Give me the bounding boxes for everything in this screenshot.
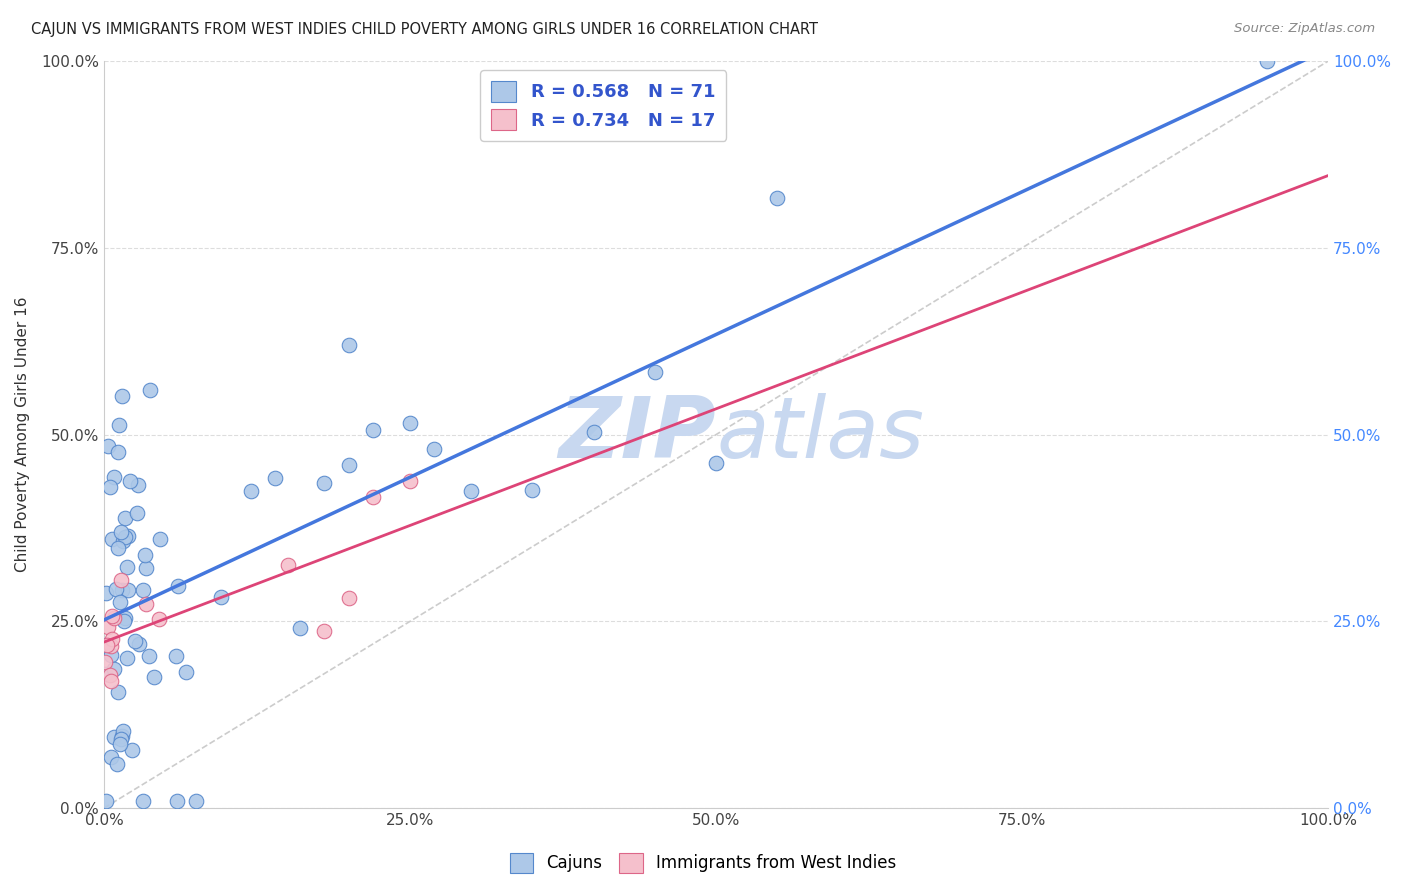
Point: [112, 614, 135, 628]
Point: [107, 418, 129, 433]
Point: [127, 478, 149, 492]
Point: [107, 444, 129, 458]
Point: [107, 685, 129, 699]
Point: [96, 794, 118, 808]
Legend: Cajuns, Immigrants from West Indies: Cajuns, Immigrants from West Indies: [503, 847, 903, 880]
Point: [97, 439, 120, 453]
Point: [96, 585, 118, 599]
Point: [115, 650, 138, 665]
Point: [110, 732, 132, 747]
Point: [118, 475, 141, 489]
Point: [98, 668, 121, 682]
Point: [110, 573, 132, 587]
Point: [166, 648, 188, 663]
Point: [101, 632, 124, 647]
Point: [264, 471, 287, 485]
Text: atlas: atlas: [716, 393, 924, 476]
Point: [115, 560, 138, 574]
Text: Source: ZipAtlas.com: Source: ZipAtlas.com: [1234, 22, 1375, 36]
Point: [100, 750, 122, 764]
Point: [134, 548, 156, 562]
Point: [582, 425, 605, 439]
Point: [644, 365, 666, 379]
Point: [111, 583, 134, 598]
Point: [239, 483, 262, 498]
Point: [125, 506, 148, 520]
Point: [112, 533, 135, 548]
Point: [135, 597, 157, 611]
Point: [174, 665, 197, 679]
Point: [138, 648, 160, 663]
Point: [166, 579, 188, 593]
Point: [766, 191, 789, 205]
Point: [111, 729, 134, 743]
Point: [101, 532, 124, 546]
Point: [166, 794, 188, 808]
Point: [94, 666, 117, 681]
Point: [337, 458, 360, 472]
Point: [97, 620, 120, 634]
Point: [114, 531, 136, 545]
Point: [337, 338, 360, 352]
Y-axis label: Child Poverty Among Girls Under 16: Child Poverty Among Girls Under 16: [15, 297, 30, 573]
Point: [111, 389, 134, 403]
Point: [135, 561, 157, 575]
Point: [314, 624, 336, 638]
Point: [117, 529, 139, 543]
Point: [139, 383, 162, 397]
Point: [361, 490, 384, 504]
Point: [117, 582, 139, 597]
Point: [149, 533, 172, 547]
Point: [114, 611, 136, 625]
Point: [103, 611, 125, 625]
Point: [96, 638, 118, 652]
Point: [103, 470, 125, 484]
Text: CAJUN VS IMMIGRANTS FROM WEST INDIES CHILD POVERTY AMONG GIRLS UNDER 16 CORRELAT: CAJUN VS IMMIGRANTS FROM WEST INDIES CHI…: [31, 22, 818, 37]
Point: [104, 582, 127, 597]
Point: [184, 794, 207, 808]
Point: [337, 591, 360, 605]
Point: [128, 637, 150, 651]
Point: [94, 638, 117, 652]
Point: [460, 484, 482, 499]
Point: [110, 525, 132, 540]
Legend: R = 0.568   N = 71, R = 0.734   N = 17: R = 0.568 N = 71, R = 0.734 N = 17: [481, 70, 725, 141]
Point: [399, 416, 422, 430]
Point: [94, 656, 117, 670]
Point: [98, 480, 121, 494]
Point: [209, 591, 232, 605]
Point: [110, 595, 132, 609]
Point: [288, 621, 311, 635]
Point: [110, 737, 132, 751]
Point: [314, 476, 336, 491]
Point: [423, 442, 446, 456]
Point: [101, 608, 124, 623]
Point: [103, 662, 125, 676]
Point: [361, 423, 384, 437]
Point: [111, 723, 134, 738]
Point: [142, 670, 165, 684]
Point: [522, 483, 544, 497]
Point: [105, 757, 128, 772]
Point: [132, 582, 155, 597]
Point: [100, 673, 122, 688]
Point: [100, 639, 122, 653]
Point: [107, 541, 129, 555]
Point: [132, 794, 155, 808]
Point: [121, 743, 143, 757]
Point: [124, 633, 146, 648]
Point: [100, 648, 122, 663]
Point: [1256, 54, 1278, 69]
Point: [148, 612, 170, 626]
Text: ZIP: ZIP: [558, 393, 716, 476]
Point: [704, 456, 727, 470]
Point: [277, 558, 299, 573]
Point: [114, 510, 136, 524]
Point: [103, 730, 125, 744]
Point: [399, 475, 422, 489]
